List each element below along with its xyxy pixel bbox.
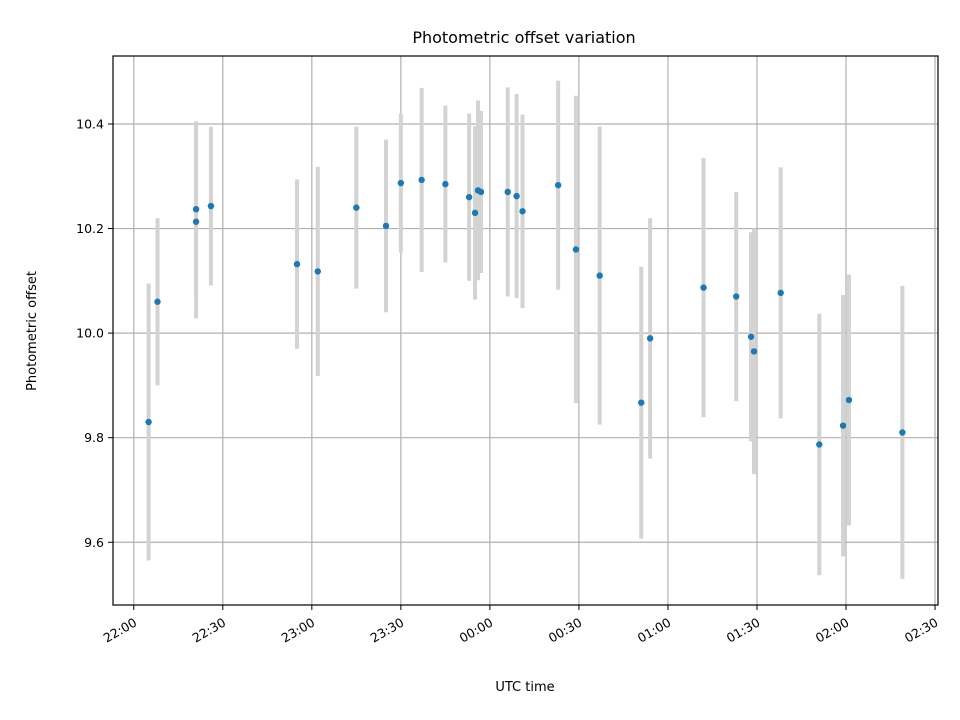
data-point [397, 179, 405, 187]
y-tick-label: 10.4 [76, 116, 104, 131]
y-tick-label: 10.0 [76, 326, 104, 341]
data-point [145, 418, 152, 426]
grid [113, 56, 938, 605]
data-point [314, 268, 321, 275]
data-point [442, 180, 449, 188]
y-tick-label: 9.6 [84, 535, 104, 550]
x-tick-label: 01:00 [635, 615, 674, 646]
data-point [519, 208, 526, 215]
data-point [382, 222, 390, 230]
data-point [513, 192, 520, 200]
y-tick-label: 10.2 [76, 221, 104, 236]
data-point [646, 335, 654, 342]
data-point [845, 396, 853, 404]
data-point [572, 246, 580, 253]
data-point [504, 188, 511, 196]
chart-title: Photometric offset variation [412, 28, 635, 47]
data-point [899, 429, 906, 436]
x-tick-label: 22:30 [190, 615, 229, 646]
data-point [596, 272, 603, 279]
y-axis-label: Photometric offset [25, 271, 40, 391]
data-point [192, 218, 200, 225]
x-tick-label: 00:30 [546, 615, 585, 646]
data-point [554, 181, 562, 189]
data-point [293, 260, 301, 268]
data-point [638, 399, 645, 406]
data-point [839, 422, 847, 429]
data-point [733, 293, 740, 300]
x-tick-label: 01:30 [724, 615, 763, 646]
x-tick-label: 23:00 [279, 615, 318, 646]
data-point [192, 205, 200, 213]
y-axis-ticks: 9.6 9.8 10.0 10.2 10.4 [76, 116, 113, 550]
x-axis-label: UTC time [495, 680, 554, 695]
data-point [418, 176, 425, 184]
y-tick-label: 9.8 [84, 430, 104, 445]
data-point [353, 204, 360, 211]
x-axis-ticks: 22:00 22:30 23:00 23:30 00:00 00:30 01:00 01:30… [101, 605, 941, 646]
x-tick-label: 00:00 [457, 615, 496, 646]
x-tick-label: 23:30 [368, 615, 407, 646]
data-point [747, 333, 755, 340]
data-point [750, 348, 758, 355]
data-point [154, 298, 161, 305]
x-tick-label: 22:00 [101, 615, 140, 646]
x-tick-label: 02:30 [902, 615, 941, 646]
plot-frame [112, 55, 939, 606]
data-point [207, 202, 215, 210]
error-bars [146, 80, 905, 579]
data-point [816, 441, 823, 448]
data-point [777, 289, 784, 297]
data-point [471, 209, 479, 217]
data-points [145, 176, 906, 448]
data-point [700, 284, 707, 291]
data-point [465, 193, 473, 201]
x-tick-label: 02:00 [813, 615, 852, 646]
data-point [477, 188, 485, 196]
